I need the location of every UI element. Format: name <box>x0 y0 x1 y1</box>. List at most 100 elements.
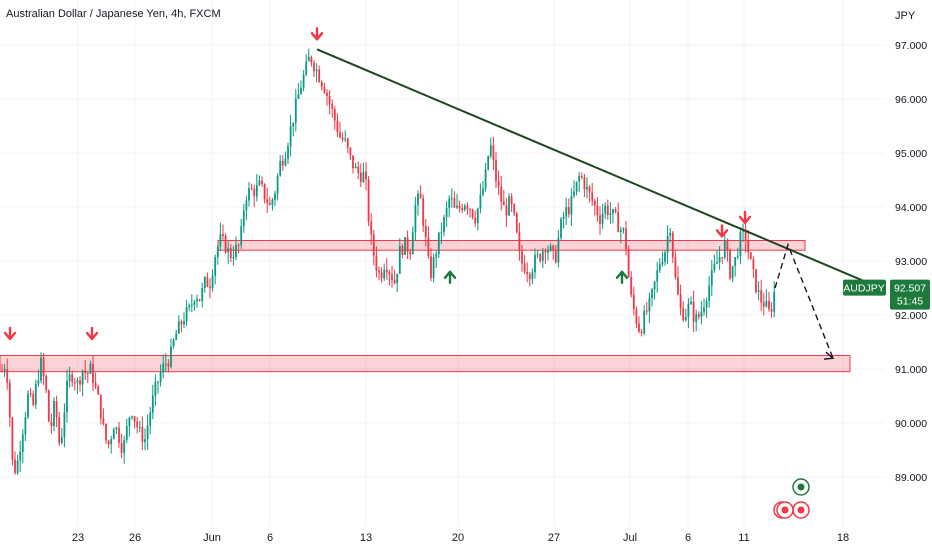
candle-body <box>463 205 466 210</box>
candle-body <box>105 423 107 441</box>
candle-body <box>640 331 643 334</box>
candle-body <box>66 380 68 413</box>
candle-body <box>263 183 266 200</box>
y-tick-label: 91.000 <box>895 364 927 376</box>
candle-body <box>383 269 386 279</box>
candle-body <box>185 307 188 322</box>
candle-body <box>609 213 612 215</box>
candle-body <box>710 270 713 286</box>
candle-body <box>648 298 651 312</box>
candle-body <box>224 235 227 253</box>
candle-body <box>755 269 757 292</box>
candle-body <box>515 213 518 233</box>
candle-body <box>398 245 401 274</box>
candle-body <box>29 393 32 395</box>
candle-body <box>211 275 214 289</box>
candle-body <box>580 175 583 178</box>
candle-body <box>58 417 61 443</box>
candle-body <box>497 181 500 187</box>
candle-body <box>612 209 614 214</box>
candle-body <box>281 160 284 166</box>
candle-body <box>279 160 282 176</box>
candle-body <box>313 62 315 72</box>
candle-body <box>695 314 698 322</box>
candle-body <box>526 272 529 275</box>
candle-body <box>326 92 328 97</box>
candle-body <box>141 427 144 443</box>
candle-body <box>586 186 588 190</box>
candle-body <box>16 460 19 473</box>
candle-body <box>370 221 373 235</box>
candle-body <box>513 204 516 214</box>
candle-body <box>432 257 435 278</box>
candle-body <box>47 390 50 422</box>
candle-body <box>229 248 232 259</box>
candle-body <box>617 211 620 233</box>
candle-body <box>294 98 297 123</box>
x-tick-label: 26 <box>129 532 141 544</box>
y-tick-label: 97.000 <box>895 40 927 52</box>
red-arrow-down-icon <box>715 224 729 238</box>
axis-layer: JPY 89.000 90.000 91.000 92.000 93.000 94.000 9… <box>72 0 932 550</box>
candle-body <box>206 277 209 287</box>
candle-body <box>331 103 334 109</box>
candle-body <box>63 412 66 437</box>
candle-body <box>718 257 721 262</box>
candle-body <box>518 232 521 252</box>
candle-body <box>736 255 739 258</box>
candle-body <box>765 300 768 307</box>
candle-body <box>404 237 406 255</box>
candle-body <box>729 250 731 279</box>
candle-body <box>175 333 178 340</box>
x-tick-label: 6 <box>267 532 273 544</box>
candle-body <box>297 94 300 99</box>
candle-body <box>760 290 763 303</box>
green-arrow-up-icon <box>615 270 629 284</box>
candle-body <box>32 394 35 405</box>
candle-body <box>344 138 347 140</box>
candle-body <box>630 276 633 295</box>
candle-body <box>744 229 747 241</box>
candle-body <box>528 274 531 280</box>
candle-body <box>419 193 422 199</box>
candle-body <box>19 451 22 461</box>
candle-body <box>42 357 45 377</box>
candle-body <box>396 273 399 284</box>
candle-body <box>393 280 396 284</box>
candle-body <box>357 166 360 173</box>
candle-body <box>409 251 412 255</box>
green-arrow-up-icon <box>443 270 457 284</box>
candle-body <box>310 56 313 63</box>
candle-body <box>266 199 269 204</box>
red-arrow-down-icon <box>85 326 99 341</box>
candle-body <box>479 194 482 209</box>
candle-body <box>716 261 718 264</box>
candle-body <box>632 294 635 310</box>
red-arrow-down-icon <box>738 210 752 225</box>
candle-body <box>692 301 695 322</box>
candle-body <box>292 122 295 127</box>
candle-body <box>307 56 310 62</box>
candle-body <box>323 86 326 93</box>
candle-body <box>37 380 40 384</box>
candle-body <box>157 381 159 383</box>
event-icons <box>773 478 810 519</box>
candle-body <box>110 439 113 445</box>
candle-body <box>271 199 274 205</box>
candle-body <box>144 439 146 443</box>
candle-body <box>315 69 318 72</box>
candle-body <box>318 69 321 82</box>
y-tick-label: 93.000 <box>895 256 927 268</box>
candle-body <box>261 180 263 184</box>
candle-body <box>677 277 679 295</box>
candle-body <box>476 208 479 224</box>
price-tag-value: 92.507 <box>894 283 926 295</box>
candle-body <box>705 300 708 308</box>
candle-body <box>255 185 258 197</box>
candle-body <box>198 299 201 301</box>
candle-body <box>661 261 664 265</box>
candle-body <box>596 205 599 216</box>
candle-body <box>71 374 74 383</box>
candle-body <box>222 233 224 236</box>
